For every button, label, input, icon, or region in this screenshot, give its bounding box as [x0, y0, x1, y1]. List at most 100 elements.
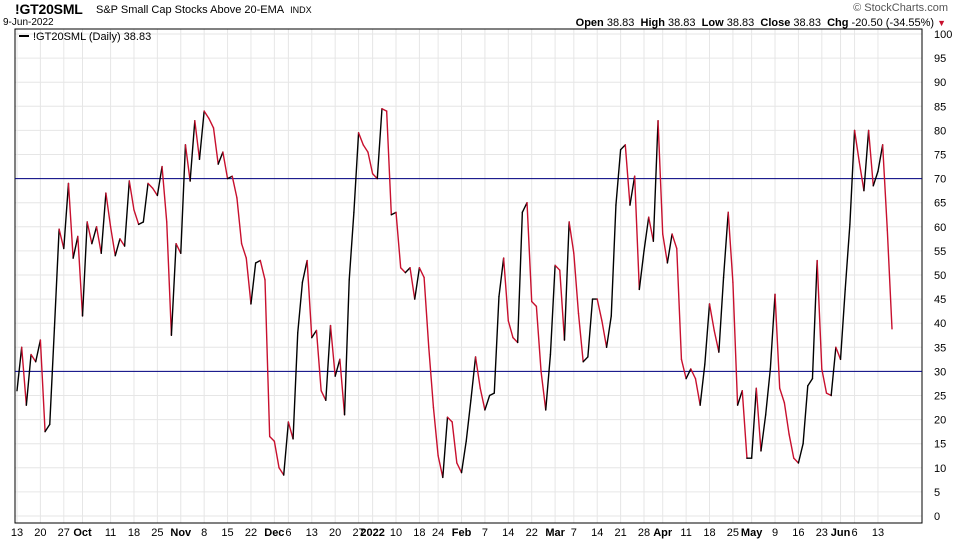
- series-segment: [774, 293, 781, 389]
- series-segment: [694, 377, 701, 406]
- legend: !GT20SML (Daily) 38.83: [19, 31, 151, 43]
- series-segment: [311, 329, 318, 339]
- y-tick-label: 75: [934, 150, 946, 162]
- series-segment: [718, 276, 725, 353]
- series-segment: [109, 226, 116, 257]
- series-segment: [526, 201, 533, 303]
- series-segment: [582, 356, 589, 363]
- series-segment: [624, 144, 631, 206]
- series-segment: [250, 262, 257, 305]
- series-segment: [549, 264, 556, 356]
- series-segment: [680, 358, 687, 380]
- y-tick-label: 30: [934, 366, 946, 378]
- series-segment: [72, 235, 79, 259]
- series-segment: [343, 279, 350, 416]
- series-segment: [339, 358, 346, 416]
- series-segment: [198, 110, 205, 161]
- x-tick-label: 7: [482, 527, 488, 539]
- series-segment: [35, 339, 42, 363]
- series-segment: [306, 259, 313, 339]
- series-segment: [217, 151, 224, 165]
- series-segment: [137, 221, 145, 226]
- x-tick-label: Apr: [653, 527, 673, 539]
- series-segment: [601, 320, 608, 348]
- series-segment: [283, 421, 290, 476]
- series-segment: [610, 204, 617, 317]
- series-segment: [741, 389, 748, 459]
- series-segment: [203, 110, 210, 120]
- series-segment: [736, 389, 743, 406]
- series-segment: [329, 324, 336, 377]
- series-segment: [886, 229, 893, 330]
- series-segment: [67, 182, 74, 259]
- low-value: 38.83: [726, 17, 755, 29]
- series-segment: [189, 120, 196, 182]
- series-segment: [853, 129, 860, 163]
- x-tick-label: 11: [680, 527, 691, 539]
- series-segment: [16, 346, 23, 392]
- reference-lines: [15, 178, 922, 372]
- x-tick-label: Feb: [452, 527, 472, 539]
- series-segment: [750, 387, 758, 459]
- series-segment: [708, 303, 715, 332]
- series-segment: [479, 387, 486, 411]
- series-segment: [353, 132, 360, 214]
- exchange-label: INDX: [290, 5, 312, 15]
- open-value: 38.83: [606, 17, 635, 29]
- series-segment: [863, 129, 870, 192]
- series-segment: [390, 211, 397, 216]
- series-segment: [301, 259, 308, 283]
- close-value: 38.83: [793, 17, 821, 29]
- series-segment: [872, 170, 879, 187]
- series-segment: [432, 406, 439, 457]
- series-segment: [385, 110, 393, 216]
- x-tick-label: 14: [502, 527, 514, 539]
- series-segment: [596, 298, 603, 322]
- y-tick-label: 20: [934, 415, 946, 427]
- series-segment: [86, 221, 93, 245]
- series-segment: [376, 108, 383, 180]
- series-segment: [643, 216, 650, 252]
- x-tick-label: 25: [727, 527, 739, 539]
- chg-down-icon: ▼: [937, 18, 946, 28]
- series-segment: [123, 180, 130, 247]
- series-segment: [245, 257, 252, 305]
- series-segment: [49, 327, 56, 426]
- x-tick-label: 2022: [360, 527, 384, 539]
- series-segment: [498, 257, 505, 298]
- series-segment: [119, 238, 126, 247]
- x-tick-label: 10: [390, 527, 402, 539]
- y-tick-label: 60: [934, 222, 946, 234]
- series-segment: [53, 228, 60, 329]
- series-segment: [568, 221, 575, 255]
- series-segment: [371, 173, 378, 180]
- series-segment: [788, 433, 795, 459]
- series-segment: [423, 276, 430, 348]
- series-segment: [180, 144, 187, 255]
- series-segment: [629, 175, 636, 206]
- legend-label: !GT20SML (Daily) 38.83: [33, 31, 151, 43]
- y-tick-label: 80: [934, 125, 946, 137]
- quote-summary: Open 38.83 High 38.83 Low 38.83 Close 38…: [576, 17, 946, 29]
- series-segment: [652, 120, 659, 242]
- series-segment: [638, 250, 645, 291]
- low-label: Low: [701, 17, 724, 29]
- series-segment: [161, 165, 168, 223]
- y-tick-label: 10: [934, 463, 946, 475]
- series-segment: [268, 435, 276, 442]
- series-segment: [587, 298, 594, 358]
- y-tick-label: 0: [934, 511, 940, 523]
- y-tick-label: 100: [934, 29, 952, 41]
- series-segment: [334, 358, 341, 377]
- series-segment: [573, 252, 580, 315]
- series-segment: [442, 416, 449, 479]
- x-tick-label: 22: [245, 527, 257, 539]
- x-tick-label: 9: [772, 527, 778, 539]
- series-segment: [671, 233, 678, 250]
- y-tick-label: 40: [934, 318, 946, 330]
- x-tick-label: 27: [352, 527, 364, 539]
- series-segment: [783, 402, 790, 435]
- series-segment: [151, 187, 159, 197]
- series-segment: [95, 226, 102, 255]
- x-tick-label: 28: [638, 527, 650, 539]
